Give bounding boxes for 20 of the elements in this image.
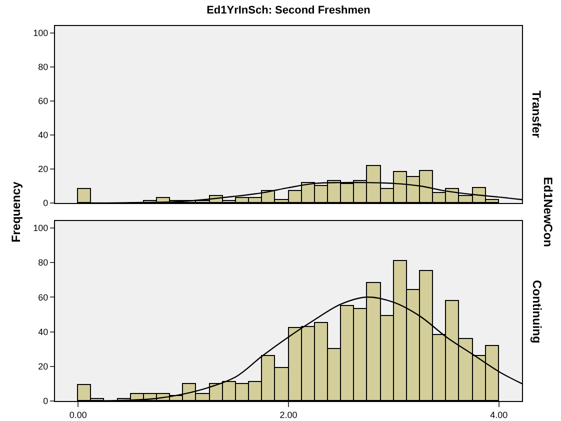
chart-title: Ed1YrInSch: Second Freshmen xyxy=(206,4,371,17)
x-tick-label: 0.00 xyxy=(69,410,87,420)
text: Ed1NewCon xyxy=(541,176,555,248)
y-tick-label: 80 xyxy=(38,258,48,268)
y-tick-label: 0 xyxy=(43,198,48,208)
y2-axis-title: Transfer xyxy=(530,90,544,138)
y-tick-label: 40 xyxy=(38,130,48,140)
y-tick-label: 80 xyxy=(38,62,48,72)
x-tick-label: 4.00 xyxy=(490,410,508,420)
y-tick-label: 60 xyxy=(38,292,48,302)
y-axis-title: Frequency xyxy=(9,182,23,242)
x-tick-label: 2.00 xyxy=(280,410,298,420)
y-tick-label: 40 xyxy=(38,326,48,337)
y2-axis-title: Continuing xyxy=(530,280,544,344)
y-tick-label: 0 xyxy=(43,396,48,406)
y-tick-label: 20 xyxy=(38,362,48,372)
y-tick-label: 20 xyxy=(38,164,48,174)
y-tick-label: 100 xyxy=(33,223,48,234)
y-tick-label: 60 xyxy=(38,96,48,106)
y-tick-label: 100 xyxy=(33,28,48,38)
